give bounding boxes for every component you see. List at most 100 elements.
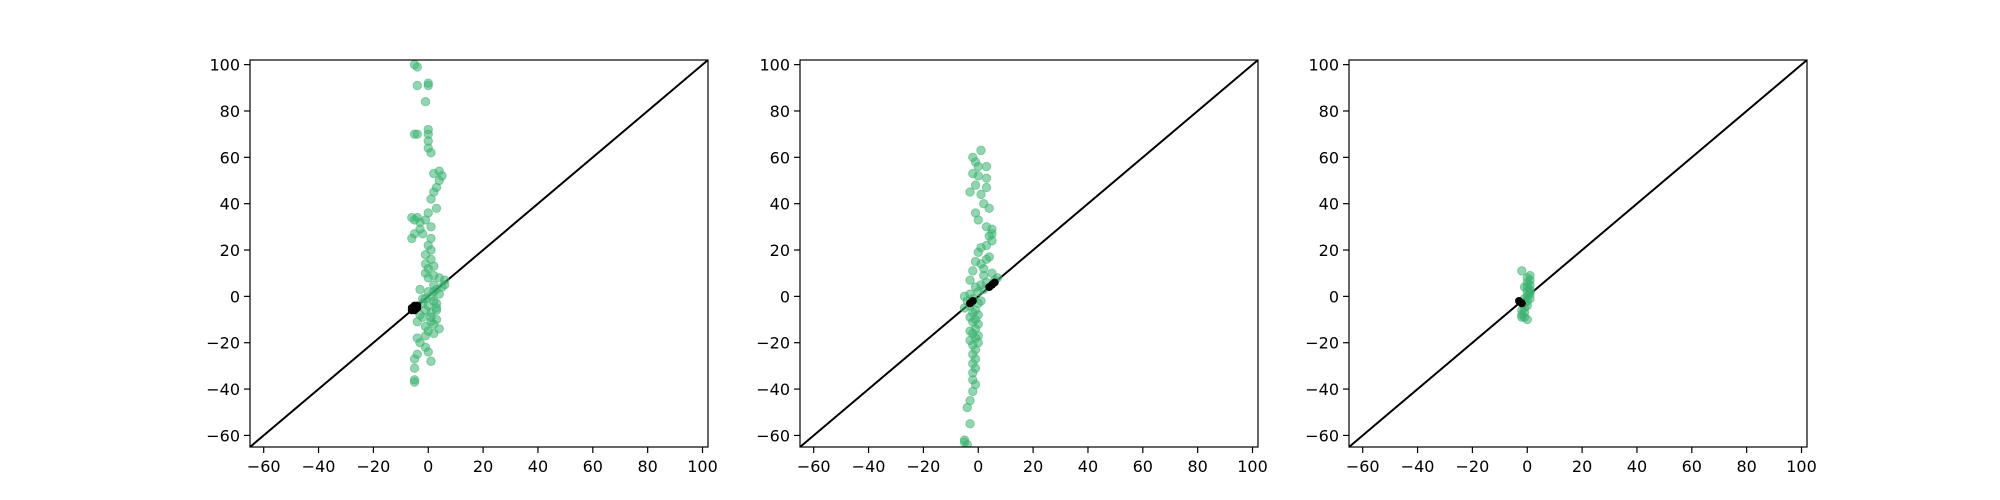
x-tick-label: 60 xyxy=(1133,457,1153,476)
highlight-point xyxy=(1517,299,1526,308)
y-tick-label: −40 xyxy=(756,380,790,399)
chart-panel-1: −60 −40 −20 0 20 40 60 80 100 −60 −40 −20 0 20 40 60 80 1… xyxy=(206,56,718,476)
axes-frame xyxy=(1348,59,1808,448)
data-point xyxy=(968,386,978,397)
x-tick-label: 100 xyxy=(1237,457,1268,476)
y-tick-label: −40 xyxy=(206,380,240,399)
data-point xyxy=(418,293,428,304)
data-point xyxy=(423,287,433,297)
x-tick-label: 40 xyxy=(528,457,548,476)
data-point xyxy=(973,287,983,297)
x-tick-label: 40 xyxy=(1627,457,1647,476)
x-tick-label: −40 xyxy=(852,457,886,476)
y-tick-label: 80 xyxy=(770,102,790,121)
y-tick-label: 20 xyxy=(220,241,240,260)
data-point xyxy=(423,273,433,283)
highlight-point xyxy=(966,299,975,308)
x-tick-label: 20 xyxy=(1572,457,1592,476)
data-point xyxy=(409,354,420,364)
x-tick-label: 0 xyxy=(973,457,983,476)
data-point xyxy=(415,284,425,295)
data-point xyxy=(973,338,983,348)
data-point xyxy=(412,129,422,139)
x-tick-label: 100 xyxy=(1786,457,1817,476)
data-point xyxy=(962,439,972,447)
data-point xyxy=(984,203,994,214)
data-point xyxy=(1519,282,1530,292)
x-tick-label: −40 xyxy=(302,457,336,476)
data-point xyxy=(420,97,431,107)
y-tick-label: 100 xyxy=(759,56,790,75)
y-tick-label: 100 xyxy=(1308,56,1339,75)
x-tick-label: 60 xyxy=(1682,457,1702,476)
x-tick-label: −20 xyxy=(907,457,941,476)
data-point xyxy=(1525,293,1535,304)
data-point xyxy=(429,280,439,290)
axes-frame xyxy=(249,59,709,448)
data-point xyxy=(423,80,433,91)
data-point xyxy=(426,317,436,327)
x-tick-label: −20 xyxy=(357,457,391,476)
data-point xyxy=(423,347,433,357)
data-point xyxy=(965,187,975,197)
y-tick-label: −40 xyxy=(1305,380,1339,399)
highlight-point xyxy=(985,283,994,292)
x-tick-label: 80 xyxy=(1187,457,1207,476)
data-point xyxy=(418,229,428,239)
y-tick-label: −20 xyxy=(1305,334,1339,353)
data-point xyxy=(1517,312,1527,322)
chart-panel-2: −60 −40 −20 0 20 40 60 80 100 −60 −40 −20 0 20 40 60 80 1… xyxy=(756,56,1268,476)
x-tick-label: −60 xyxy=(247,457,281,476)
y-tick-label: 20 xyxy=(1319,241,1339,260)
y-tick-label: 60 xyxy=(220,148,240,167)
y-tick-label: 0 xyxy=(780,287,790,306)
y-tick-label: 80 xyxy=(220,102,240,121)
y-tick-label: −20 xyxy=(756,334,790,353)
y-tick-label: 0 xyxy=(230,287,240,306)
data-point xyxy=(409,377,420,387)
data-point xyxy=(959,303,970,313)
data-point xyxy=(970,180,981,190)
data-point xyxy=(976,189,986,200)
data-point xyxy=(965,275,975,285)
x-tick-label: 20 xyxy=(473,457,493,476)
reference-line xyxy=(1349,60,1807,447)
y-tick-label: 80 xyxy=(1319,102,1339,121)
x-tick-label: −20 xyxy=(1456,457,1490,476)
data-point xyxy=(981,161,992,172)
x-tick-label: 20 xyxy=(1023,457,1043,476)
data-point xyxy=(426,222,436,232)
data-point xyxy=(968,266,978,276)
data-point xyxy=(973,247,983,258)
data-point xyxy=(429,328,439,339)
y-tick-label: −60 xyxy=(756,426,790,445)
y-tick-label: −20 xyxy=(206,334,240,353)
x-tick-label: 0 xyxy=(1522,457,1532,476)
y-tick-label: 100 xyxy=(209,56,240,75)
data-point xyxy=(426,356,436,366)
data-point xyxy=(431,305,442,315)
x-tick-label: 60 xyxy=(583,457,603,476)
data-point xyxy=(973,161,983,172)
data-point xyxy=(962,402,972,413)
plot-area xyxy=(800,60,1258,447)
y-tick-label: 40 xyxy=(220,195,240,214)
y-tick-label: 60 xyxy=(770,148,790,167)
data-point xyxy=(973,171,983,181)
data-point xyxy=(973,215,983,225)
highlight-point xyxy=(410,301,419,310)
data-point xyxy=(431,203,442,214)
data-point xyxy=(409,60,420,70)
y-tick-label: −60 xyxy=(1305,426,1339,445)
data-point xyxy=(981,173,992,183)
data-point xyxy=(418,312,428,322)
y-tick-label: −60 xyxy=(206,426,240,445)
highlight-point xyxy=(990,278,999,287)
plot-area xyxy=(1349,60,1807,447)
data-point xyxy=(965,419,975,429)
x-tick-label: −40 xyxy=(1401,457,1435,476)
y-tick-label: 60 xyxy=(1319,148,1339,167)
data-point xyxy=(420,331,431,341)
